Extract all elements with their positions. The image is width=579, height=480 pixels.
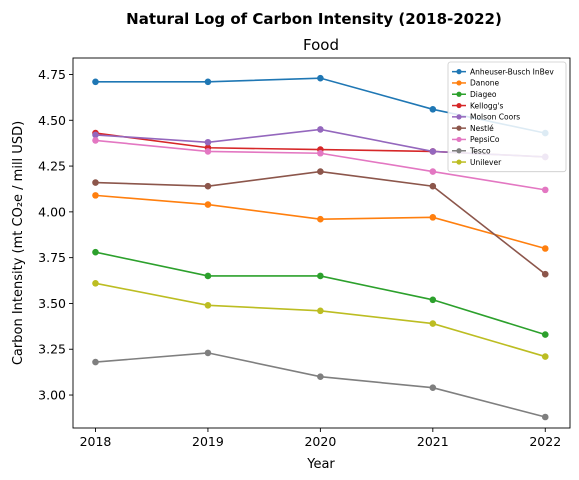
- data-point-unilever-2020: [317, 307, 324, 315]
- y-axis-label: Carbon Intensity (mt CO₂e / mill USD): [11, 121, 26, 365]
- data-point-tesco-2019: [204, 349, 212, 357]
- y-tick-label-4.50: 4.50: [38, 113, 66, 128]
- data-point-nestl-2019: [204, 182, 212, 190]
- y-tick-label-3.25: 3.25: [38, 342, 66, 357]
- series-line-diageo: [95, 251, 546, 336]
- data-point-anheuser-busch-inbev-2018: [92, 78, 99, 86]
- data-point-diageo-2022: [541, 331, 549, 338]
- data-point-pepsico-2019: [204, 148, 212, 155]
- data-point-nestl-2018: [92, 179, 99, 186]
- legend-label-pepsico: PepsiCo: [470, 135, 500, 144]
- data-point-danone-2019: [204, 201, 212, 208]
- series-line-nestl: [95, 170, 546, 275]
- legend-label-unilever: Unilever: [470, 158, 502, 167]
- data-point-anheuser-busch-inbev-2020: [317, 74, 324, 82]
- legend-marker-kellogg-s: [456, 102, 462, 109]
- data-point-danone-2021: [429, 214, 437, 221]
- x-tick-label-2021: 2021: [417, 434, 449, 449]
- data-point-nestl-2022: [541, 270, 549, 278]
- data-point-danone-2020: [317, 215, 324, 223]
- data-point-diageo-2018: [92, 248, 99, 256]
- legend-label-diageo: Diageo: [470, 90, 497, 99]
- data-point-molson-coors-2020: [317, 126, 324, 133]
- data-point-nestl-2020: [317, 168, 324, 175]
- series-line-unilever: [95, 282, 546, 358]
- x-tick-label-2019: 2019: [192, 434, 224, 449]
- y-tick-label-3.50: 3.50: [38, 296, 66, 311]
- data-point-diageo-2021: [429, 296, 437, 304]
- data-point-molson-coors-2021: [429, 148, 437, 155]
- legend-label-kellogg-s: Kellogg's: [470, 101, 503, 110]
- data-point-unilever-2018: [92, 279, 99, 287]
- y-tick-label-4.75: 4.75: [38, 67, 66, 82]
- legend-label-tesco: Tesco: [469, 146, 491, 155]
- data-point-pepsico-2018: [92, 137, 99, 144]
- data-point-tesco-2021: [429, 384, 437, 392]
- data-point-danone-2022: [541, 245, 549, 252]
- legend-marker-diageo: [456, 91, 462, 97]
- data-point-molson-coors-2019: [204, 138, 212, 146]
- legend-label-nestl: Nestlé: [470, 124, 494, 133]
- y-tick-label-4.00: 4.00: [38, 204, 66, 219]
- data-point-anheuser-busch-inbev-2021: [429, 105, 437, 113]
- legend-label-danone: Danone: [470, 79, 499, 88]
- data-point-diageo-2020: [317, 272, 324, 280]
- y-tick-label-3.00: 3.00: [38, 388, 66, 403]
- legend-label-molson-coors: Molson Coors: [470, 113, 520, 122]
- data-point-unilever-2019: [204, 301, 212, 309]
- data-point-unilever-2022: [541, 353, 549, 360]
- y-tick-label-3.75: 3.75: [38, 250, 66, 265]
- legend-marker-tesco: [456, 148, 462, 154]
- data-point-tesco-2020: [317, 373, 324, 381]
- data-point-tesco-2018: [92, 358, 99, 366]
- legend-marker-molson-coors: [456, 114, 462, 120]
- data-point-nestl-2021: [429, 182, 437, 190]
- data-point-anheuser-busch-inbev-2019: [204, 78, 212, 86]
- x-tick-label-2018: 2018: [80, 434, 112, 449]
- legend-box: [447, 61, 567, 173]
- legend-marker-danone: [456, 80, 462, 86]
- legend-marker-nestl: [456, 125, 462, 131]
- x-tick-label-2022: 2022: [529, 434, 561, 449]
- chart-title: Food: [303, 36, 339, 54]
- plot-area: 2018 2019 2020 2021 2022 3.00 3.25 3.50 3.75 4.00…: [38, 57, 571, 449]
- plot-frame: [72, 57, 571, 429]
- data-point-tesco-2022: [541, 413, 549, 421]
- legend-label-anheuser-busch-inbev: Anheuser-Busch InBev: [470, 67, 554, 76]
- data-point-pepsico-2021: [429, 168, 437, 175]
- data-point-pepsico-2022: [541, 186, 549, 194]
- data-point-danone-2018: [92, 192, 99, 199]
- data-point-pepsico-2020: [317, 149, 324, 157]
- x-axis-label: Year: [306, 457, 335, 472]
- legend-marker-unilever: [456, 159, 462, 165]
- chart-suptitle: Natural Log of Carbon Intensity (2018-20…: [126, 10, 502, 28]
- data-point-unilever-2021: [429, 320, 437, 327]
- data-point-diageo-2019: [204, 272, 212, 280]
- legend-marker-pepsico: [456, 136, 462, 143]
- data-point-molson-coors-2018: [92, 131, 99, 139]
- y-tick-label-4.25: 4.25: [38, 159, 66, 174]
- legend-marker-anheuser-busch-inbev: [456, 69, 462, 75]
- series-line-tesco: [95, 352, 546, 418]
- x-tick-label-2020: 2020: [304, 434, 336, 449]
